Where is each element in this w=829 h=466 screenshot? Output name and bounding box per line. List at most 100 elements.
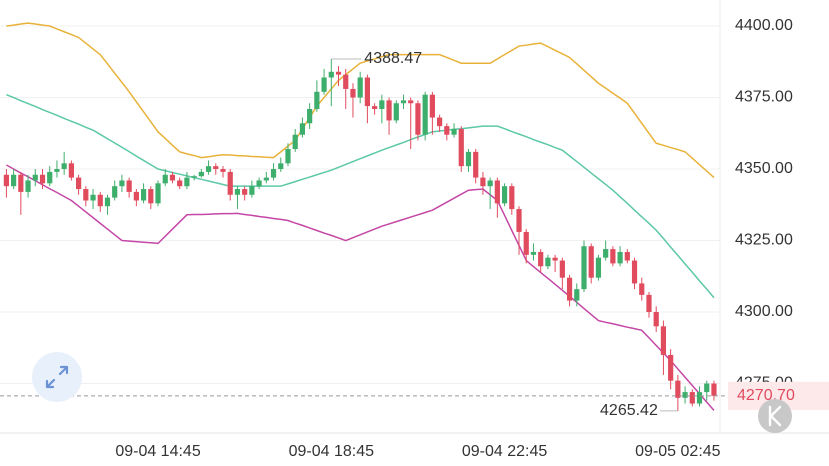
candle-body [177, 180, 183, 187]
last-price-label: 4270.70 [737, 387, 795, 404]
candle-body [61, 163, 67, 170]
candle-body [155, 183, 161, 204]
candle-body [227, 171, 233, 195]
bands [6, 22, 715, 411]
candle-body [386, 100, 392, 121]
candle-body [393, 103, 399, 121]
band-line [6, 93, 715, 299]
candle-body [372, 106, 378, 109]
candle-body [263, 177, 269, 181]
candle-body [422, 94, 428, 135]
candle-body [32, 174, 38, 181]
candle-body [588, 246, 594, 278]
candle-body [321, 77, 327, 92]
candle-body [162, 174, 168, 184]
candle-body [104, 197, 111, 207]
candle-body [631, 260, 638, 284]
candle-body [285, 149, 291, 164]
candle-body [545, 257, 551, 267]
candle-body [83, 189, 89, 201]
candle-body [357, 77, 363, 98]
candle-body [379, 100, 385, 109]
candle-body [278, 163, 284, 170]
candle-body [11, 174, 17, 187]
candle-body [343, 74, 349, 89]
candle-body [249, 186, 255, 195]
candle-body [140, 189, 147, 201]
candle-body [603, 249, 609, 258]
candle-body [480, 177, 486, 187]
candle-body [54, 169, 60, 172]
candle-body [675, 380, 681, 398]
candle-body [595, 257, 602, 278]
candle-body [292, 134, 298, 150]
band-line [6, 164, 715, 411]
candle-body [415, 103, 421, 135]
candle-body [335, 71, 342, 75]
candle-body [473, 151, 479, 178]
candle-body [711, 383, 717, 396]
candle-body [39, 174, 46, 184]
candle-body [610, 249, 616, 264]
candle-body [220, 169, 226, 172]
candle-body [184, 177, 190, 187]
candle-body [646, 294, 652, 313]
candle-body [68, 163, 74, 178]
candle-body [639, 283, 645, 295]
x-tick-label: 09-04 18:45 [289, 443, 375, 460]
candle-body [350, 88, 356, 98]
candle-body [314, 91, 320, 109]
candle-body [364, 77, 370, 107]
candle-body [530, 251, 537, 255]
candle-body [465, 151, 472, 167]
candle-body [574, 289, 580, 301]
candle-body [559, 260, 565, 278]
candle-body [133, 191, 139, 201]
candle-body [169, 174, 176, 181]
candle-body [299, 123, 306, 135]
candle-body [18, 174, 24, 192]
candle-body [437, 117, 443, 127]
labels: 4275.004300.004325.004350.004375.004400.… [0, 17, 829, 460]
candle-body [617, 251, 623, 264]
y-tick-label: 4375.00 [735, 89, 793, 106]
candle-body [538, 251, 544, 267]
candle-body [660, 326, 667, 355]
candle-body [451, 128, 457, 135]
candle-body [552, 257, 558, 261]
candles [3, 59, 717, 411]
candle-body [501, 186, 508, 204]
y-tick-label: 4325.00 [735, 232, 793, 249]
candle-body [581, 246, 587, 290]
k-button[interactable] [758, 399, 792, 433]
low-label: 4265.42 [600, 402, 658, 419]
candle-body [3, 174, 9, 187]
candle-body [76, 177, 82, 190]
y-tick-label: 4350.00 [735, 160, 793, 177]
candle-body [97, 194, 103, 207]
candle-body [682, 392, 688, 398]
candle-body [668, 354, 674, 381]
candle-body [429, 94, 435, 118]
candle-body [458, 128, 464, 167]
candle-body [213, 166, 219, 170]
candle-body [119, 180, 125, 187]
candle-body [566, 277, 573, 301]
candle-body [689, 392, 695, 404]
expand-button[interactable] [32, 352, 82, 402]
candle-body [47, 171, 53, 184]
x-tick-label: 09-05 02:45 [635, 443, 721, 460]
candle-body [624, 251, 630, 261]
candle-body [198, 171, 204, 177]
candle-body [25, 180, 31, 192]
y-tick-label: 4300.00 [735, 303, 793, 320]
candle-body [444, 126, 450, 135]
candle-body [191, 176, 197, 178]
candle-body [126, 180, 132, 192]
candle-body [523, 231, 529, 255]
candle-body [509, 186, 515, 210]
candle-body [494, 180, 500, 204]
candle-body [148, 189, 154, 204]
candle-body [307, 108, 313, 124]
